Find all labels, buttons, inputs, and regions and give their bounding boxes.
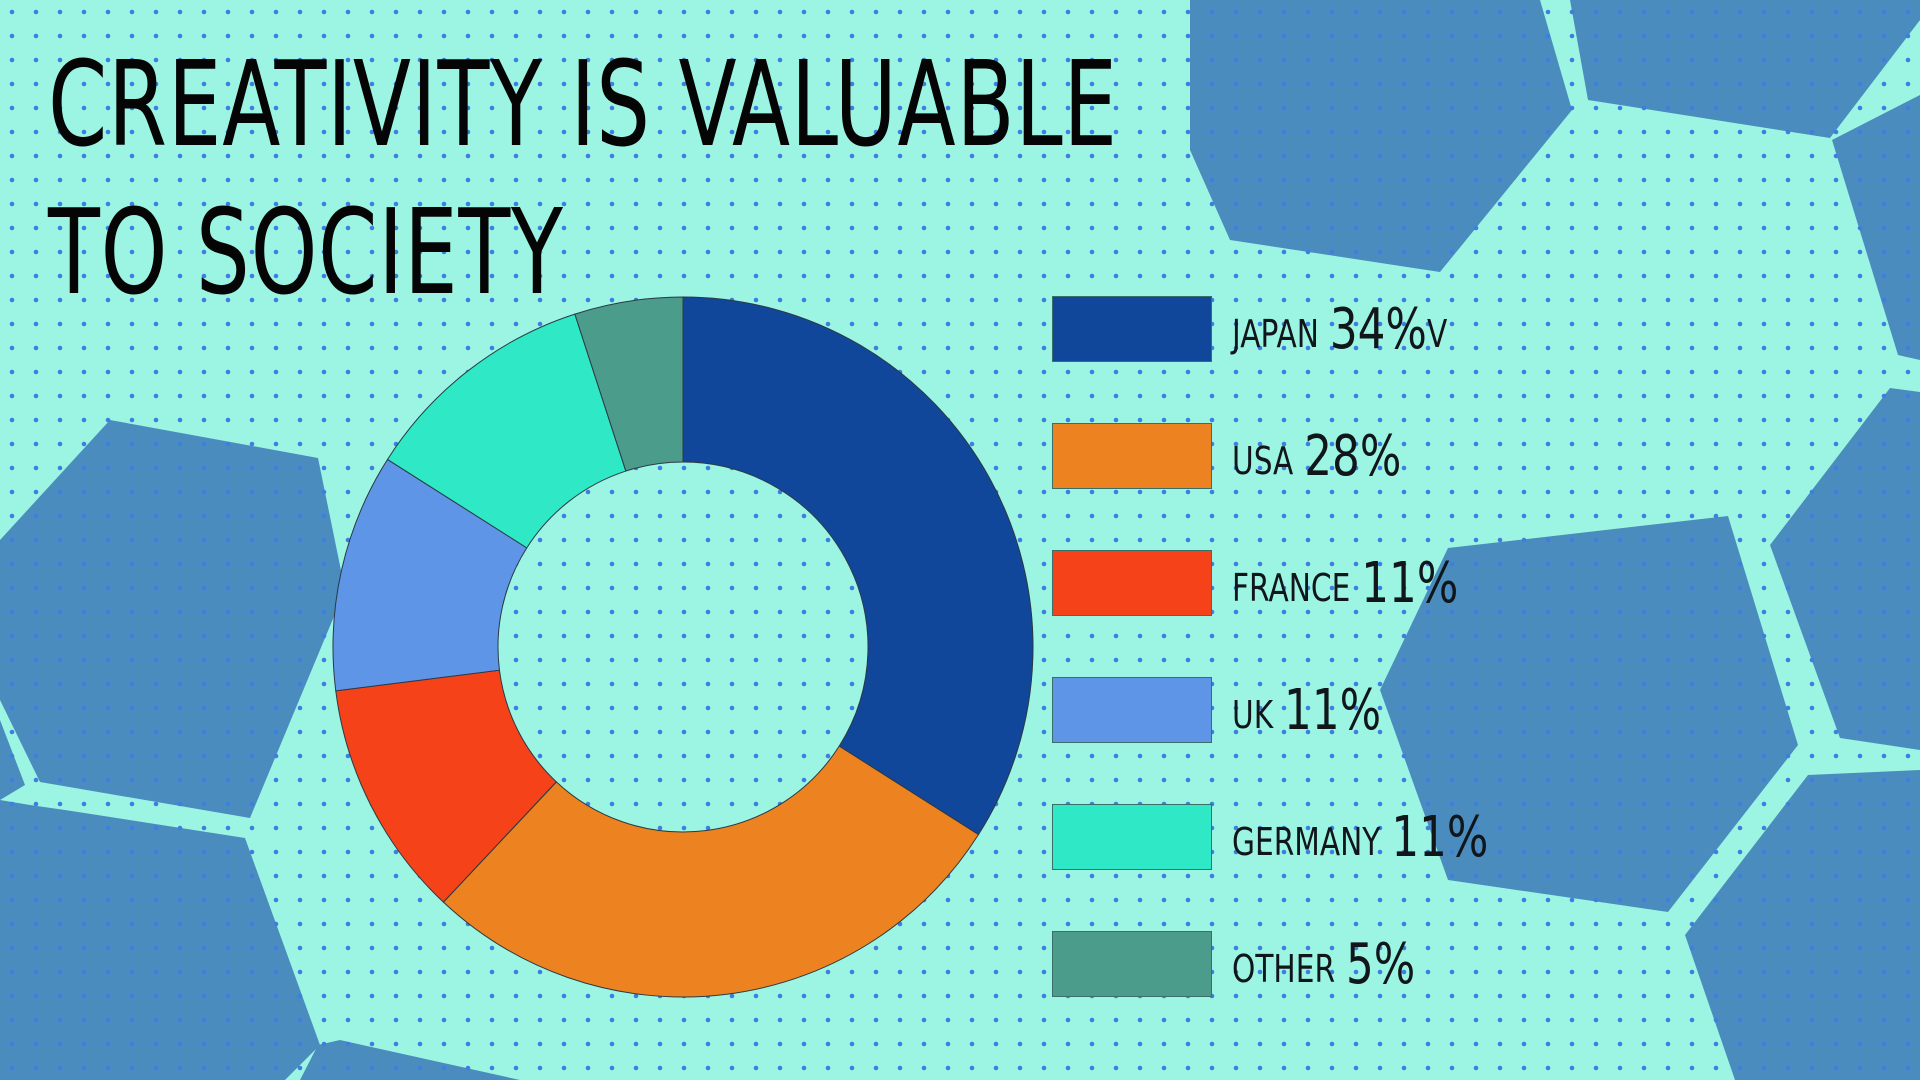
legend-text: USA 28%: [1232, 423, 1401, 489]
legend-swatch-japan: [1052, 296, 1212, 362]
legend-text: UK 11%: [1232, 677, 1381, 743]
legend-label: OTHER: [1232, 947, 1336, 991]
legend-label: USA: [1232, 439, 1294, 483]
donut-slice-usa: [442, 745, 980, 998]
legend-text: GERMANY 11%: [1232, 804, 1488, 870]
legend-text: JAPAN 34% V: [1232, 296, 1447, 362]
legend-text: FRANCE 11%: [1232, 550, 1458, 616]
legend-text: OTHER 5%: [1232, 931, 1415, 997]
legend-label: JAPAN: [1232, 312, 1319, 356]
title-line-1: CREATIVITY IS VALUABLE: [48, 35, 1118, 173]
page-title: CREATIVITY IS VALUABLE TO SOCIETY: [48, 30, 1118, 326]
legend-value: 11%: [1284, 677, 1382, 743]
donut-slice-other: [574, 296, 684, 472]
legend-label: FRANCE: [1232, 566, 1351, 610]
legend-value: 11%: [1361, 550, 1459, 616]
legend-value: 28%: [1304, 423, 1402, 489]
donut-slice-japan: [682, 296, 1034, 836]
legend-label: UK: [1232, 693, 1274, 737]
title-line-2: TO SOCIETY: [48, 183, 564, 321]
legend-swatch-usa: [1052, 423, 1212, 489]
legend-swatch-other: [1052, 931, 1212, 997]
legend-swatch-uk: [1052, 677, 1212, 743]
legend-value: 11%: [1391, 804, 1489, 870]
legend-suffix: V: [1426, 312, 1448, 356]
legend-value: 34%: [1329, 296, 1427, 362]
legend-swatch-france: [1052, 550, 1212, 616]
legend-swatch-germany: [1052, 804, 1212, 870]
legend-value: 5%: [1345, 931, 1416, 997]
legend-label: GERMANY: [1232, 820, 1381, 864]
